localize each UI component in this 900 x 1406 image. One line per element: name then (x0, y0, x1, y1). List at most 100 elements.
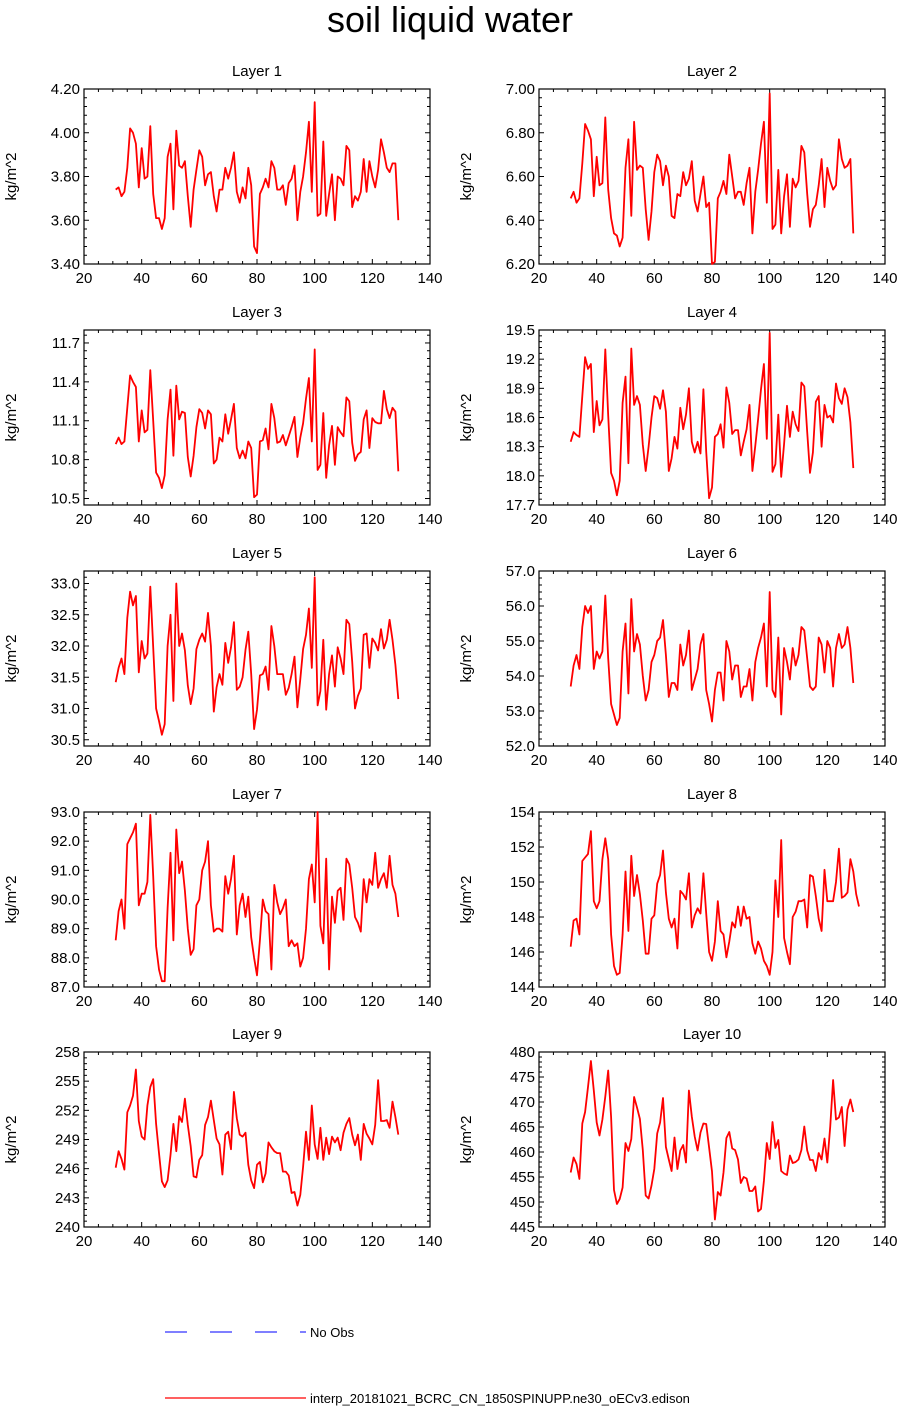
y-tick-label: 246 (55, 1161, 80, 1178)
y-tick-label: 92.0 (51, 833, 80, 850)
x-tick-label: 100 (757, 993, 782, 1010)
x-tick-label: 100 (757, 1233, 782, 1250)
x-tick-label: 40 (588, 270, 605, 287)
y-tick-label: 152 (510, 839, 535, 856)
y-tick-label: 6.60 (506, 169, 535, 186)
y-tick-label: 240 (55, 1219, 80, 1236)
series-line (114, 576, 400, 736)
x-tick-label: 20 (76, 270, 93, 287)
x-tick-label: 40 (133, 993, 150, 1010)
chart-panel-layer-2: Layer 2 kg/m^2 20 40 60 80 100 120 140 6.20 6.40 6.… (458, 63, 898, 287)
y-tick-label: 11.1 (52, 413, 80, 430)
x-tick-label: 20 (76, 993, 93, 1010)
panel-title: Layer 6 (687, 545, 737, 562)
y-tick-label: 480 (510, 1044, 535, 1061)
y-tick-label: 52.0 (506, 738, 535, 755)
x-tick-label: 40 (588, 1233, 605, 1250)
x-tick-label: 40 (588, 993, 605, 1010)
y-tick-label: 455 (510, 1169, 535, 1186)
y-axis-label: kg/m^2 (3, 876, 20, 924)
y-tick-label: 255 (55, 1073, 80, 1090)
y-tick-label: 249 (55, 1132, 80, 1149)
x-tick-label: 140 (417, 993, 442, 1010)
series-line (114, 811, 400, 983)
series-line (115, 101, 400, 255)
x-tick-label: 120 (360, 752, 385, 769)
x-tick-label: 120 (815, 270, 840, 287)
series-line (114, 348, 400, 499)
y-tick-label: 144 (510, 979, 535, 996)
x-tick-label: 60 (646, 511, 663, 528)
x-tick-label: 140 (417, 270, 442, 287)
y-tick-label: 450 (510, 1194, 535, 1211)
panel-title: Layer 10 (683, 1026, 741, 1043)
y-tick-label: 53.0 (506, 703, 535, 720)
y-tick-label: 6.20 (506, 256, 535, 273)
y-tick-label: 87.0 (51, 979, 80, 996)
series-line (569, 331, 855, 500)
y-tick-label: 4.00 (51, 125, 80, 142)
y-axis-label: kg/m^2 (3, 1116, 20, 1164)
x-tick-label: 40 (588, 511, 605, 528)
x-tick-label: 80 (704, 270, 721, 287)
x-tick-label: 40 (133, 1233, 150, 1250)
x-tick-label: 40 (133, 752, 150, 769)
x-tick-label: 140 (417, 1233, 442, 1250)
x-tick-label: 120 (815, 993, 840, 1010)
y-tick-label: 18.3 (506, 439, 535, 456)
y-axis-label: kg/m^2 (458, 635, 475, 683)
x-tick-label: 40 (133, 511, 150, 528)
x-tick-label: 80 (704, 1233, 721, 1250)
x-tick-label: 100 (302, 511, 327, 528)
y-tick-label: 252 (55, 1102, 80, 1119)
x-tick-label: 120 (815, 1233, 840, 1250)
x-tick-label: 20 (531, 511, 548, 528)
y-tick-label: 6.80 (506, 125, 535, 142)
series-line (569, 830, 860, 976)
x-tick-label: 100 (302, 1233, 327, 1250)
y-axis-label: kg/m^2 (3, 153, 20, 201)
y-tick-label: 3.40 (51, 256, 80, 273)
panels: Layer 1 kg/m^2 20 40 60 80 100 120 140 3.40 3.60 3.… (3, 63, 898, 1250)
x-tick-label: 20 (531, 752, 548, 769)
y-tick-label: 10.5 (51, 491, 80, 508)
x-tick-label: 40 (133, 270, 150, 287)
x-tick-label: 60 (191, 511, 208, 528)
y-tick-label: 57.0 (506, 563, 535, 580)
x-tick-label: 60 (191, 752, 208, 769)
y-tick-label: 148 (510, 909, 535, 926)
x-tick-label: 140 (872, 993, 897, 1010)
x-tick-label: 20 (76, 752, 93, 769)
panel-title: Layer 8 (687, 786, 737, 803)
chart-panel-layer-9: Layer 9 kg/m^2 20 40 60 80 100 120 140 240 243 246 2… (3, 1026, 443, 1250)
y-tick-label: 31.5 (51, 669, 80, 686)
chart-panel-layer-4: Layer 4 kg/m^2 20 40 60 80 100 120 140 17.7 18.0 18… (458, 304, 898, 528)
chart-panel-layer-8: Layer 8 kg/m^2 20 40 60 80 100 120 140 144 146 148 1… (458, 786, 898, 1010)
x-tick-label: 60 (191, 270, 208, 287)
y-tick-label: 11.4 (52, 374, 80, 391)
series-line (569, 591, 855, 726)
y-tick-label: 258 (55, 1044, 80, 1061)
y-tick-label: 32.5 (51, 607, 80, 624)
x-tick-label: 80 (249, 511, 266, 528)
y-tick-label: 6.40 (506, 212, 535, 229)
panel-title: Layer 4 (687, 304, 737, 321)
y-tick-label: 91.0 (51, 862, 80, 879)
figure-title: soil liquid water (327, 0, 573, 40)
x-tick-label: 120 (360, 993, 385, 1010)
chart-panel-layer-6: Layer 6 kg/m^2 20 40 60 80 100 120 140 52.0 53.0 54… (458, 545, 898, 769)
x-tick-label: 80 (249, 270, 266, 287)
panel-title: Layer 7 (232, 786, 282, 803)
x-tick-label: 20 (531, 1233, 548, 1250)
y-tick-label: 243 (55, 1190, 80, 1207)
x-tick-label: 140 (872, 270, 897, 287)
x-tick-label: 60 (191, 1233, 208, 1250)
x-tick-label: 120 (360, 1233, 385, 1250)
x-tick-label: 140 (417, 752, 442, 769)
chart-panel-layer-3: Layer 3 kg/m^2 20 40 60 80 100 120 140 10.5 10.8 11… (3, 304, 443, 528)
y-tick-label: 31.0 (51, 701, 80, 718)
x-tick-label: 140 (872, 1233, 897, 1250)
panel-title: Layer 2 (687, 63, 737, 80)
x-tick-label: 100 (757, 270, 782, 287)
y-axis-label: kg/m^2 (3, 635, 20, 683)
